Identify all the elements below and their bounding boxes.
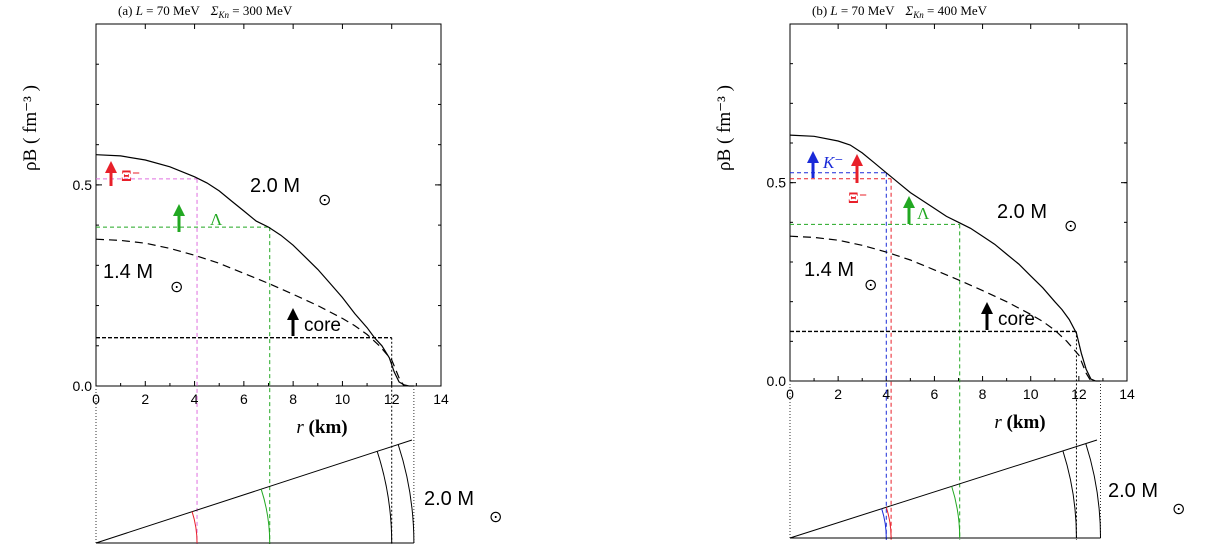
label-kaon-b: K⁻ [822, 153, 843, 172]
x-tick-label: 14 [433, 391, 449, 407]
x-tick-label: 8 [289, 391, 297, 407]
label-1-4-msun-a: 1.4 M [103, 261, 153, 283]
x-axis-label-b: r (km) [994, 412, 1045, 433]
label-lambda-b: Λ [917, 204, 930, 223]
series-1-4-msun-line [789, 235, 1092, 382]
y-tick-label: 0.0 [767, 373, 787, 389]
label-lambda-a: Λ [210, 210, 223, 229]
schematic-edge [789, 439, 1098, 539]
x-tick-label: 2 [141, 391, 149, 407]
x-tick-label: 10 [335, 391, 351, 407]
series-b [789, 134, 1101, 382]
threshold-guides-a [96, 178, 393, 544]
x-tick-label: 10 [1023, 386, 1039, 402]
schematic-arc [260, 489, 271, 544]
panel-b: (b) L = 70 MeV ΣKn = 400 MeV ρB ( fm⁻³ )… [714, 3, 1185, 540]
y-axis-label-a: ρB ( fm⁻³ ) [20, 85, 41, 171]
sun-symbol-icon: ⊙ [318, 192, 331, 209]
x-tick-label: 4 [191, 391, 199, 407]
y-axis-label-b: ρB ( fm⁻³ ) [714, 85, 735, 171]
sun-symbol-icon: ⊙ [864, 277, 877, 294]
x-tick-label: 12 [1071, 386, 1087, 402]
sun-symbol-icon: ⊙ [1064, 218, 1077, 235]
panel-a-title: (a) L = 70 MeV ΣKn = 300 MeV [118, 3, 293, 21]
schematic-edge [95, 439, 413, 544]
label-2-0-msun-b: 2.0 M [997, 201, 1047, 223]
panel-a: (a) L = 70 MeV ΣKn = 300 MeV ρB ( fm⁻³ )… [20, 3, 502, 544]
schematic-b [789, 382, 1102, 539]
series-1-4-msun-line [95, 238, 405, 387]
schematic-label-a: 2.0 M [424, 488, 474, 510]
schematic-arc [951, 486, 961, 539]
schematic-arc [1062, 450, 1077, 539]
plot-frame-a [95, 23, 442, 387]
label-2-0-msun-a: 2.0 M [250, 175, 300, 197]
x-tick-label: 8 [979, 386, 987, 402]
x-tick-label: 6 [240, 391, 248, 407]
sun-symbol-icon: ⊙ [1172, 501, 1185, 518]
ticks-a: 0 2 4 6 8 10 12 140.00.5 [73, 23, 449, 407]
series-2-0-msun-line [789, 134, 1101, 382]
panel-b-title: (b) L = 70 MeV ΣKn = 400 MeV [812, 3, 988, 21]
x-tick-label: 14 [1119, 386, 1135, 402]
y-tick-label: 0.5 [73, 177, 93, 193]
y-tick-label: 0.0 [73, 378, 93, 394]
sun-symbol-icon: ⊙ [170, 279, 183, 296]
schematic-arc-surface [397, 444, 415, 544]
label-core-a: core [304, 315, 341, 336]
x-tick-label: 2 [834, 386, 842, 402]
x-axis-label-a: r (km) [296, 417, 347, 438]
sun-symbol-icon: ⊙ [489, 509, 502, 526]
x-tick-label: 6 [931, 386, 939, 402]
schematic-arc-surface [1085, 443, 1102, 539]
schematic-a [95, 387, 415, 544]
label-1-4-msun-b: 1.4 M [804, 259, 854, 281]
schematic-arc [376, 451, 393, 544]
label-xi-b: Ξ⁻ [848, 190, 867, 207]
schematic-arc [881, 508, 887, 539]
series-a [95, 154, 414, 387]
series-2-0-msun-line [95, 154, 414, 387]
y-tick-label: 0.5 [767, 175, 787, 191]
label-xi-a: Ξ⁻ [121, 168, 140, 185]
schematic-label-b: 2.0 M [1108, 480, 1158, 502]
schematic-arc [885, 507, 892, 539]
schematic-arc [191, 511, 198, 544]
threshold-guides-b [790, 172, 1077, 540]
label-core-b: core [998, 309, 1035, 330]
plot-frame-b [789, 23, 1128, 382]
x-tick-label: 4 [882, 386, 890, 402]
